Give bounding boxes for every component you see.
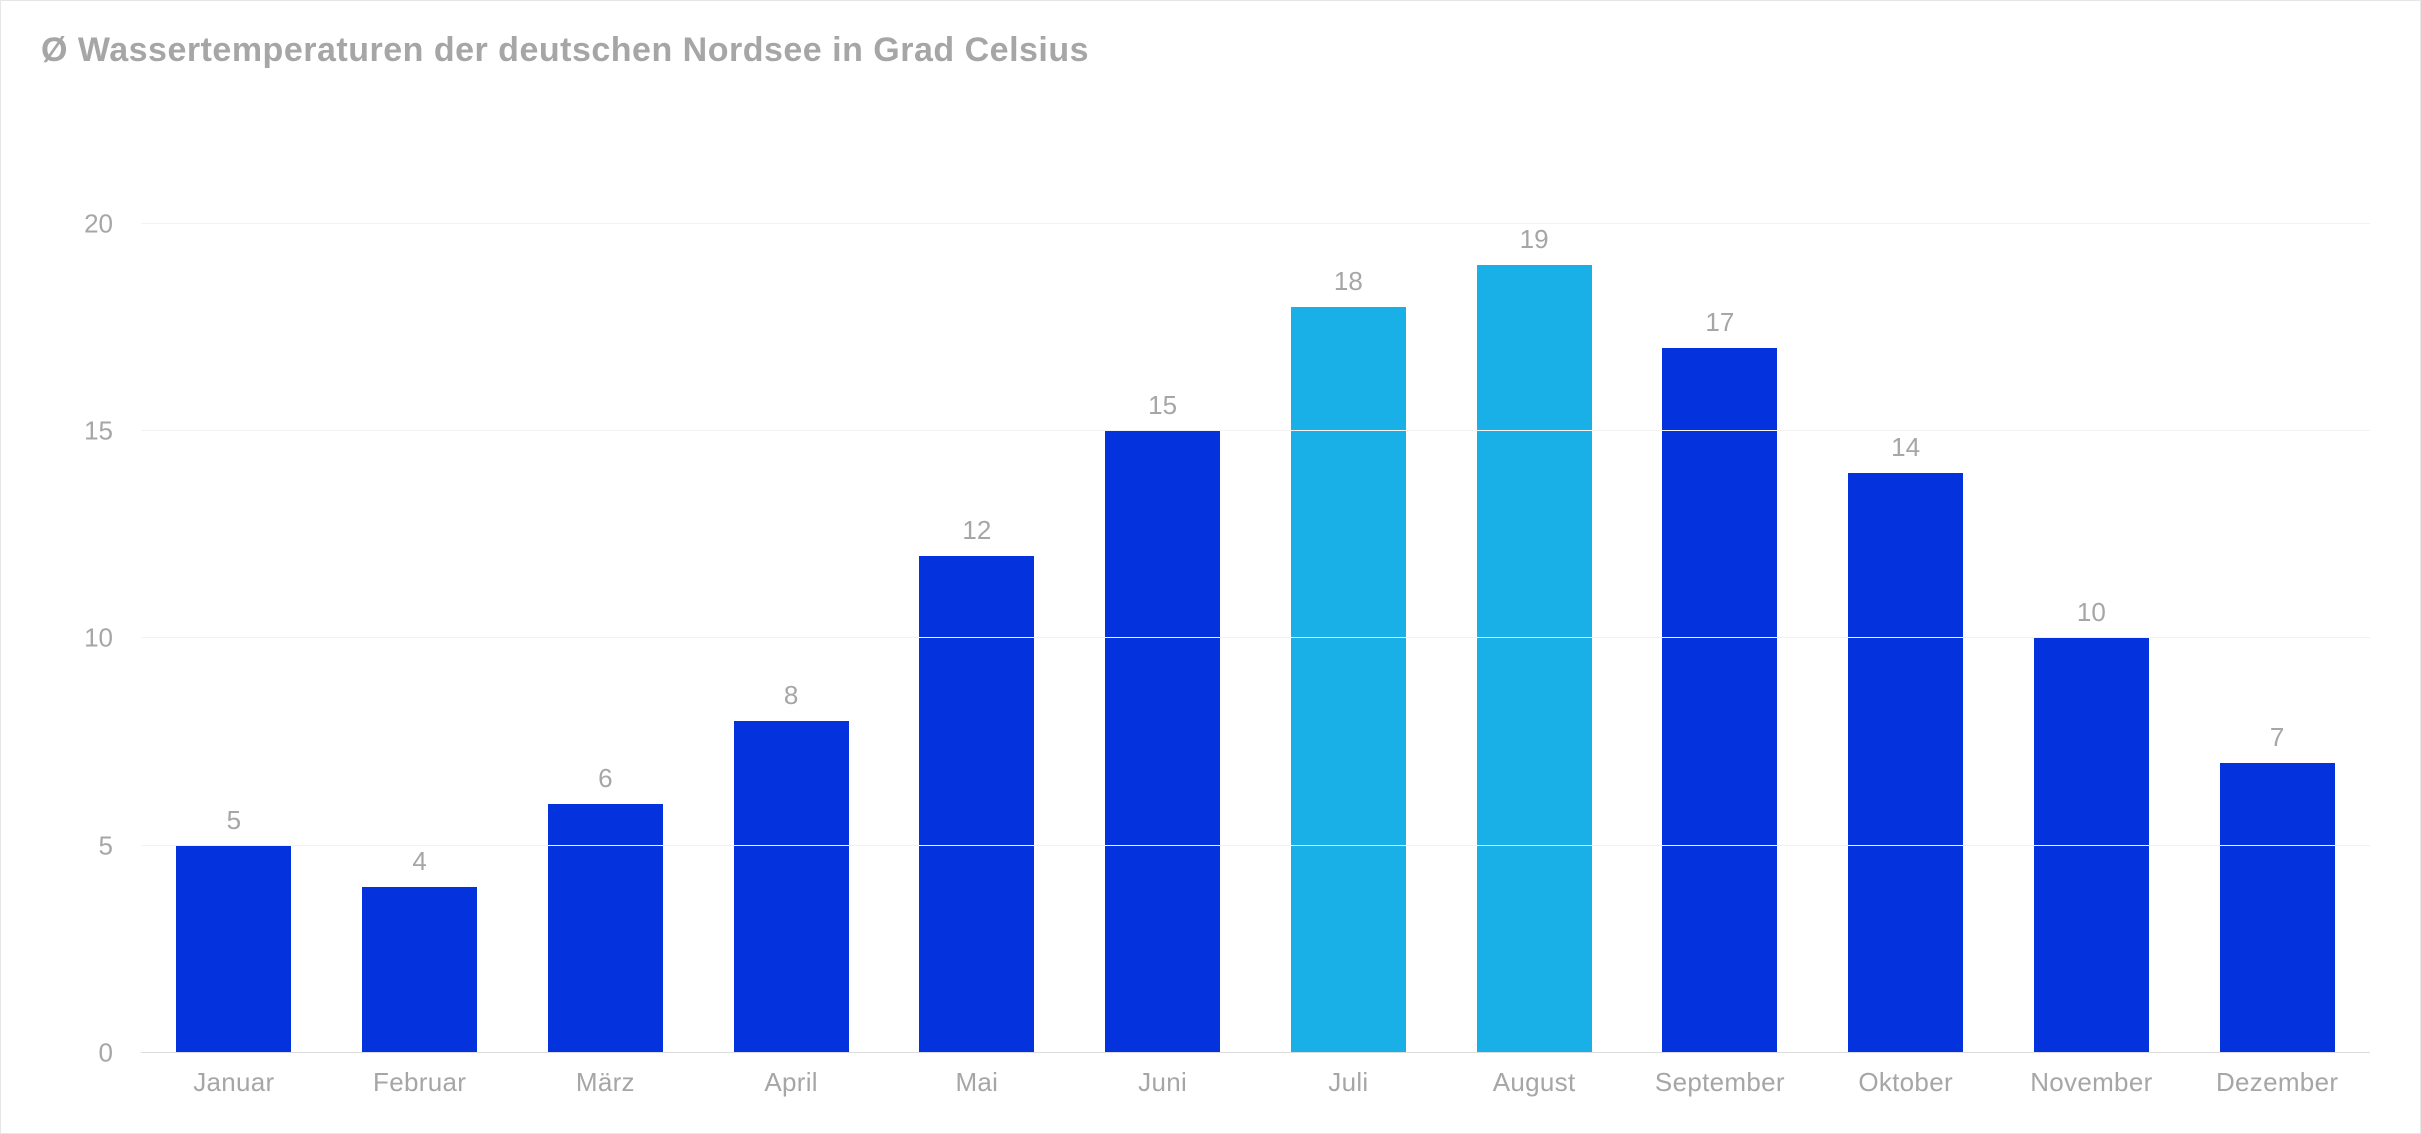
bar-value-label: 6: [598, 763, 612, 794]
bar-slot: 17: [1627, 141, 1813, 1053]
bar-slot: 10: [1999, 141, 2185, 1053]
x-label: Januar: [141, 1067, 327, 1098]
bar-slot: 4: [327, 141, 513, 1053]
y-tick: 20: [84, 208, 131, 239]
x-label: März: [513, 1067, 699, 1098]
bar-slot: 7: [2184, 141, 2370, 1053]
bar: 19: [1477, 265, 1592, 1053]
bar-value-label: 17: [1705, 307, 1734, 338]
bar: 8: [734, 721, 849, 1053]
gridline: [141, 637, 2370, 638]
plot-wrap: 05101520 5468121518191714107 JanuarFebru…: [61, 141, 2380, 1053]
y-tick: 5: [99, 830, 131, 861]
bar: 15: [1105, 431, 1220, 1053]
chart-frame: Ø Wassertemperaturen der deutschen Nords…: [0, 0, 2421, 1134]
bar: 12: [919, 556, 1034, 1053]
x-label: Oktober: [1813, 1067, 1999, 1098]
bars-container: 5468121518191714107: [141, 141, 2370, 1053]
x-label: November: [1999, 1067, 2185, 1098]
bar: 6: [548, 804, 663, 1053]
bar-value-label: 5: [227, 805, 241, 836]
plot-area: 5468121518191714107: [141, 141, 2370, 1053]
bar: 18: [1291, 307, 1406, 1053]
y-tick: 15: [84, 416, 131, 447]
bar: 4: [362, 887, 477, 1053]
bar-value-label: 8: [784, 680, 798, 711]
x-label: Dezember: [2184, 1067, 2370, 1098]
x-label: August: [1441, 1067, 1627, 1098]
x-axis-labels: JanuarFebruarMärzAprilMaiJuniJuliAugustS…: [141, 1067, 2370, 1098]
bar-value-label: 14: [1891, 432, 1920, 463]
gridline: [141, 223, 2370, 224]
gridline: [141, 430, 2370, 431]
bar-slot: 14: [1813, 141, 1999, 1053]
bar-value-label: 19: [1520, 224, 1549, 255]
bar-slot: 6: [513, 141, 699, 1053]
bar: 14: [1848, 473, 1963, 1053]
x-label: Februar: [327, 1067, 513, 1098]
bar-value-label: 12: [962, 515, 991, 546]
bar-value-label: 10: [2077, 597, 2106, 628]
x-label: Mai: [884, 1067, 1070, 1098]
y-axis: 05101520: [61, 141, 131, 1053]
bar: 10: [2034, 638, 2149, 1053]
bar-slot: 19: [1441, 141, 1627, 1053]
y-tick: 10: [84, 623, 131, 654]
bar-slot: 18: [1256, 141, 1442, 1053]
chart-title: Ø Wassertemperaturen der deutschen Nords…: [41, 31, 2380, 70]
bar-value-label: 4: [412, 846, 426, 877]
bar-slot: 5: [141, 141, 327, 1053]
bar-slot: 15: [1070, 141, 1256, 1053]
bar-value-label: 18: [1334, 266, 1363, 297]
x-label: April: [698, 1067, 884, 1098]
bar-value-label: 7: [2270, 722, 2284, 753]
bar: 5: [176, 846, 291, 1053]
x-label: September: [1627, 1067, 1813, 1098]
baseline: [141, 1052, 2370, 1053]
x-label: Juni: [1070, 1067, 1256, 1098]
y-tick: 0: [99, 1038, 131, 1069]
x-label: Juli: [1256, 1067, 1442, 1098]
bar-slot: 8: [698, 141, 884, 1053]
bar-value-label: 15: [1148, 390, 1177, 421]
bar-slot: 12: [884, 141, 1070, 1053]
bar: 17: [1662, 348, 1777, 1053]
gridline: [141, 845, 2370, 846]
bar: 7: [2220, 763, 2335, 1053]
